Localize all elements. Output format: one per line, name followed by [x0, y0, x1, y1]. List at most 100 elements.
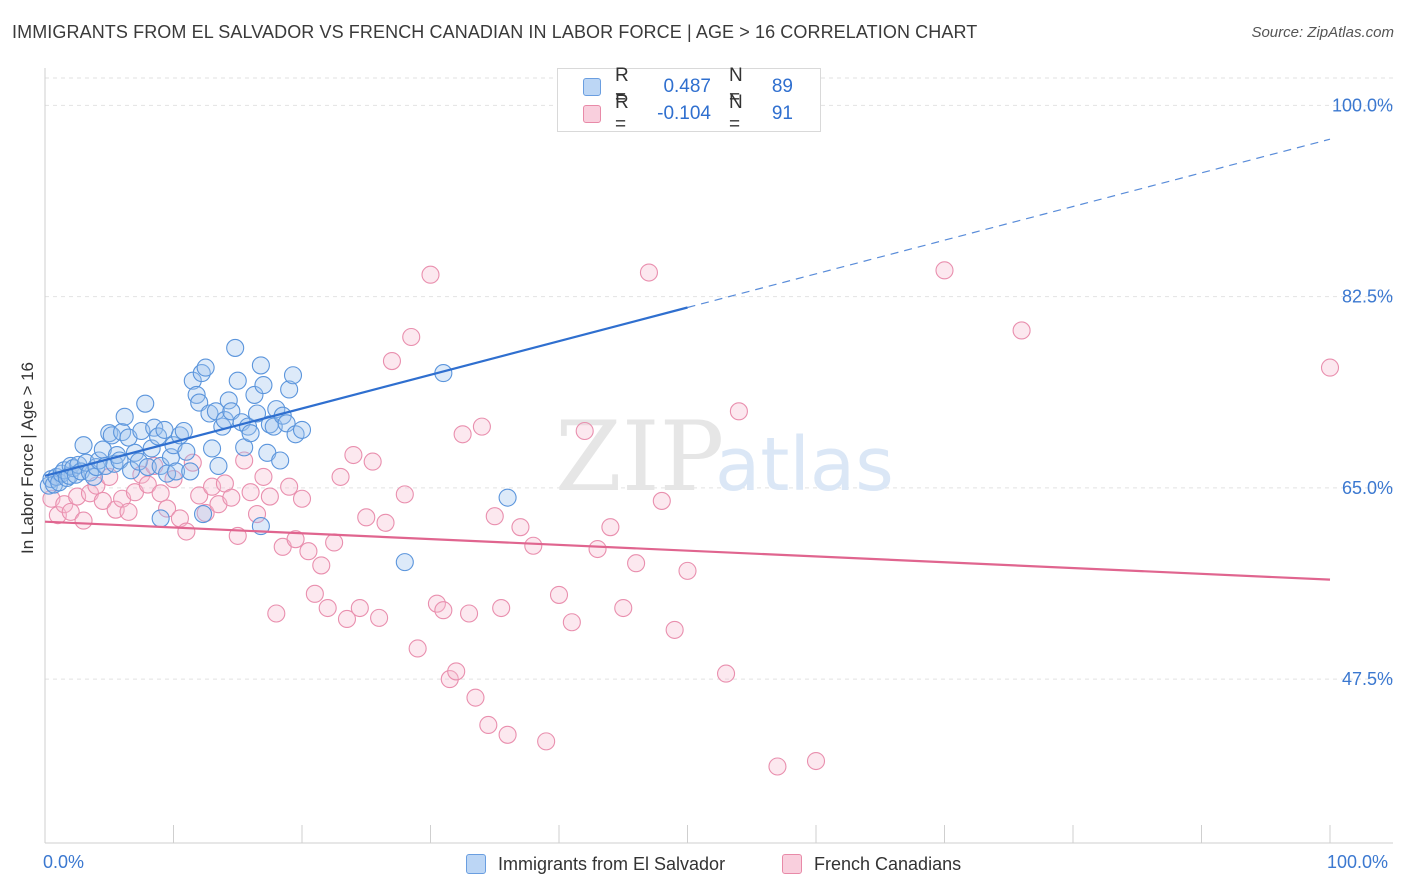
data-point-french-canadians	[61, 502, 80, 521]
legend-n-label: N =	[729, 92, 743, 135]
data-point-french-canadians	[447, 662, 466, 681]
data-point-french-canadians	[485, 507, 504, 526]
data-point-el-salvador	[251, 356, 270, 375]
data-point-french-canadians	[479, 715, 498, 735]
legend-row-french-canadians: R = -0.104 N = 91	[583, 92, 793, 135]
data-point-french-canadians	[729, 402, 748, 421]
data-point-french-canadians	[421, 265, 440, 284]
data-point-french-canadians	[370, 608, 389, 627]
data-point-french-canadians	[325, 533, 344, 552]
bottom-legend-swatch-blue	[466, 854, 486, 874]
data-point-french-canadians	[331, 467, 350, 486]
data-point-el-salvador	[241, 424, 260, 443]
data-point-el-salvador	[136, 394, 155, 413]
legend-swatch-pink	[583, 105, 601, 123]
data-point-el-salvador	[247, 404, 267, 423]
y-tick-label: 47.5%	[1342, 669, 1393, 689]
legend-swatch-blue	[583, 78, 601, 96]
data-point-french-canadians	[466, 688, 485, 707]
data-point-french-canadians	[177, 522, 196, 541]
watermark: ZIP atlas	[555, 401, 894, 513]
data-point-el-salvador	[209, 456, 228, 476]
data-point-french-canadians	[434, 601, 453, 620]
data-point-french-canadians	[222, 488, 241, 507]
axes: 100.0% 82.5% 65.0% 47.5%	[44, 68, 1393, 844]
data-point-el-salvador	[196, 358, 215, 377]
data-point-el-salvador	[395, 553, 414, 572]
data-point-el-salvador	[149, 427, 168, 446]
trend-line-french-canadians	[44, 520, 1331, 581]
bottom-legend-label: French Canadians	[814, 853, 962, 874]
data-point-french-canadians	[318, 598, 337, 618]
data-point-french-canadians	[492, 598, 511, 618]
data-point-el-salvador	[181, 462, 200, 481]
correlation-legend: R = 0.487 N = 89 R = -0.104 N = 91	[557, 65, 821, 135]
data-point-french-canadians	[498, 725, 517, 744]
watermark-zip: ZIP	[555, 401, 724, 513]
legend-r-value: -0.104	[657, 103, 711, 124]
data-point-el-salvador	[177, 442, 196, 461]
data-point-el-salvador	[194, 504, 213, 524]
bottom-legend-swatch-pink	[782, 854, 802, 874]
legend-r-label: R =	[615, 65, 629, 108]
data-point-french-canadians	[652, 491, 671, 510]
data-point-french-canadians	[440, 670, 459, 689]
data-point-el-salvador	[74, 436, 93, 455]
data-point-el-salvador	[292, 420, 312, 439]
legend-r-label: R =	[615, 92, 629, 135]
data-point-french-canadians	[119, 502, 138, 521]
bottom-legend-el-salvador: Immigrants from El Salvador	[466, 852, 725, 876]
data-point-el-salvador	[115, 407, 134, 426]
gridlines	[45, 77, 1393, 680]
data-point-french-canadians	[260, 487, 279, 506]
data-point-french-canadians	[1320, 358, 1340, 377]
data-point-french-canadians	[549, 585, 569, 604]
data-point-french-canadians	[382, 351, 402, 371]
data-point-french-canadians	[312, 556, 331, 575]
data-point-french-canadians	[678, 561, 697, 580]
data-point-french-canadians	[562, 613, 581, 632]
watermark-atlas: atlas	[715, 422, 894, 508]
data-point-french-canadians	[241, 483, 260, 502]
data-point-french-canadians	[350, 598, 369, 618]
data-point-french-canadians	[472, 417, 491, 436]
legend-n-label: N =	[729, 65, 743, 108]
data-point-french-canadians	[1012, 321, 1031, 340]
data-point-el-salvador	[228, 371, 247, 390]
data-point-french-canadians	[768, 757, 787, 776]
data-point-french-canadians	[305, 584, 324, 603]
bottom-legend-label: Immigrants from El Salvador	[498, 853, 726, 874]
data-point-french-canadians	[453, 425, 472, 444]
data-point-french-canadians	[363, 452, 382, 471]
data-point-el-salvador	[219, 391, 238, 410]
data-point-el-salvador	[151, 509, 170, 528]
data-point-french-canadians	[158, 499, 177, 518]
data-point-french-canadians	[286, 530, 305, 549]
trend-line-el-salvador	[44, 306, 688, 477]
data-point-french-canadians	[408, 639, 427, 658]
y-tick-label: 65.0%	[1342, 478, 1393, 498]
data-point-french-canadians	[337, 609, 357, 629]
data-point-french-canadians	[935, 261, 954, 280]
series-el-salvador-points	[39, 338, 517, 572]
data-point-french-canadians	[627, 554, 646, 573]
series-french-canadians-points	[42, 261, 1340, 776]
trend-line-el-salvador-extension	[687, 138, 1331, 309]
data-point-french-canadians	[247, 504, 267, 524]
data-point-french-canadians	[427, 594, 446, 613]
data-point-french-canadians	[267, 604, 286, 623]
data-point-french-canadians	[151, 484, 170, 503]
chart-title: IMMIGRANTS FROM EL SALVADOR VS FRENCH CA…	[12, 22, 978, 42]
legend-n-value: 91	[771, 103, 793, 124]
data-point-french-canadians	[716, 664, 736, 683]
data-point-el-salvador	[167, 462, 186, 481]
data-point-el-salvador	[129, 452, 148, 471]
y-tick-label: 82.5%	[1342, 287, 1393, 307]
data-point-french-canadians	[93, 491, 112, 510]
data-point-french-canadians	[357, 508, 376, 527]
trend-lines	[44, 138, 1331, 581]
data-point-el-salvador	[226, 338, 245, 357]
data-point-el-salvador	[203, 439, 222, 458]
data-point-french-canadians	[806, 751, 826, 771]
